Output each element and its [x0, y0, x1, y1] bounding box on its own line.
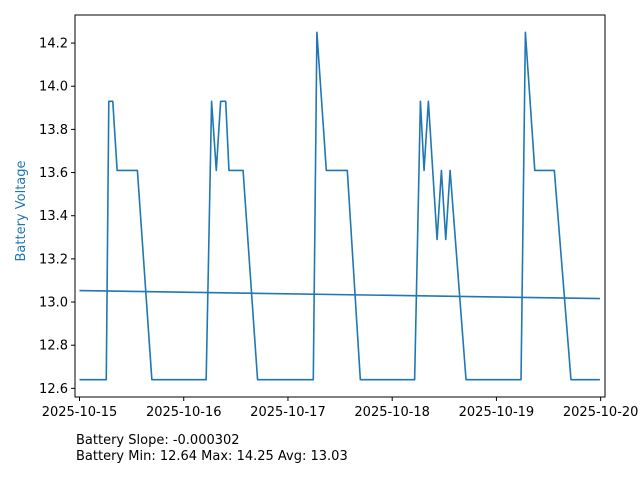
x-tick-label: 2025-10-20	[563, 405, 639, 420]
slope-caption: Battery Slope: -0.000302	[76, 433, 240, 448]
x-tick-label: 2025-10-18	[354, 405, 430, 420]
y-tick-label: 13.6	[39, 166, 68, 181]
x-tick-label: 2025-10-19	[459, 405, 535, 420]
y-axis-label: Battery Voltage	[14, 160, 29, 261]
x-tick-label: 2025-10-16	[146, 405, 222, 420]
y-tick-label: 13.0	[39, 296, 68, 311]
y-tick-label: 13.8	[39, 123, 68, 138]
y-tick-label: 13.2	[39, 252, 68, 267]
x-tick-label: 2025-10-15	[42, 405, 118, 420]
stats-caption: Battery Min: 12.64 Max: 14.25 Avg: 13.03	[76, 449, 348, 464]
y-tick-label: 14.2	[39, 37, 68, 52]
y-tick-label: 13.4	[39, 209, 68, 224]
y-tick-label: 12.6	[39, 382, 68, 397]
battery-voltage-line	[79, 31, 600, 381]
plot-area-frame	[74, 14, 606, 398]
x-tick-label: 2025-10-17	[250, 405, 326, 420]
battery-trend-line	[79, 289, 600, 300]
y-tick-label: 12.8	[39, 339, 68, 354]
y-tick-label: 14.0	[39, 80, 68, 95]
